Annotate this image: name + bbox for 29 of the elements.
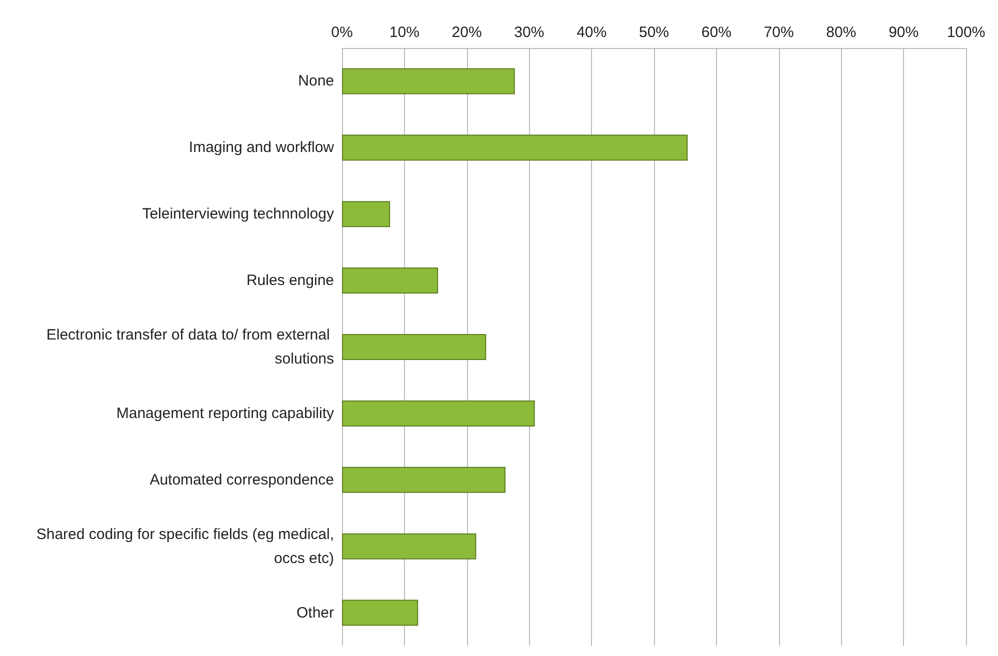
x-tick-label: 60%: [701, 24, 732, 41]
x-tick-label: 90%: [888, 24, 919, 41]
x-tick-label: 70%: [764, 24, 794, 41]
y-tick-label: Rules engine: [246, 272, 334, 290]
bar: [342, 400, 535, 426]
bar: [342, 134, 688, 161]
y-tick-label: None: [298, 72, 334, 90]
y-tick-label: Teleinterviewing technnology: [142, 206, 334, 223]
bar: [342, 533, 476, 560]
x-tick-label: 50%: [638, 24, 670, 41]
bar: [342, 600, 418, 626]
bar: [342, 68, 515, 94]
x-tick-label: 100%: [946, 24, 986, 41]
bar: [342, 201, 390, 228]
x-tick-label: 80%: [826, 24, 856, 41]
y-tick-label: Management reporting capability: [116, 404, 334, 422]
bar: [342, 334, 486, 360]
y-tick-label: Electronic transfer of data to/ from external solutions: [46, 326, 334, 368]
y-tick-label: Shared coding for specific fields (eg medical, occs etc): [36, 526, 334, 567]
bar: [342, 466, 506, 493]
x-tick-label: 0%: [331, 24, 353, 41]
y-tick-label: Imaging and workflow: [188, 139, 334, 156]
x-tick-label: 10%: [389, 24, 420, 41]
x-tick-label: 40%: [576, 24, 607, 41]
y-tick-label: Automated correspondence: [150, 471, 334, 488]
y-tick-label: Other: [296, 604, 334, 622]
bar: [342, 268, 438, 294]
x-tick-label: 30%: [514, 24, 544, 41]
x-tick-label: 20%: [452, 24, 482, 41]
